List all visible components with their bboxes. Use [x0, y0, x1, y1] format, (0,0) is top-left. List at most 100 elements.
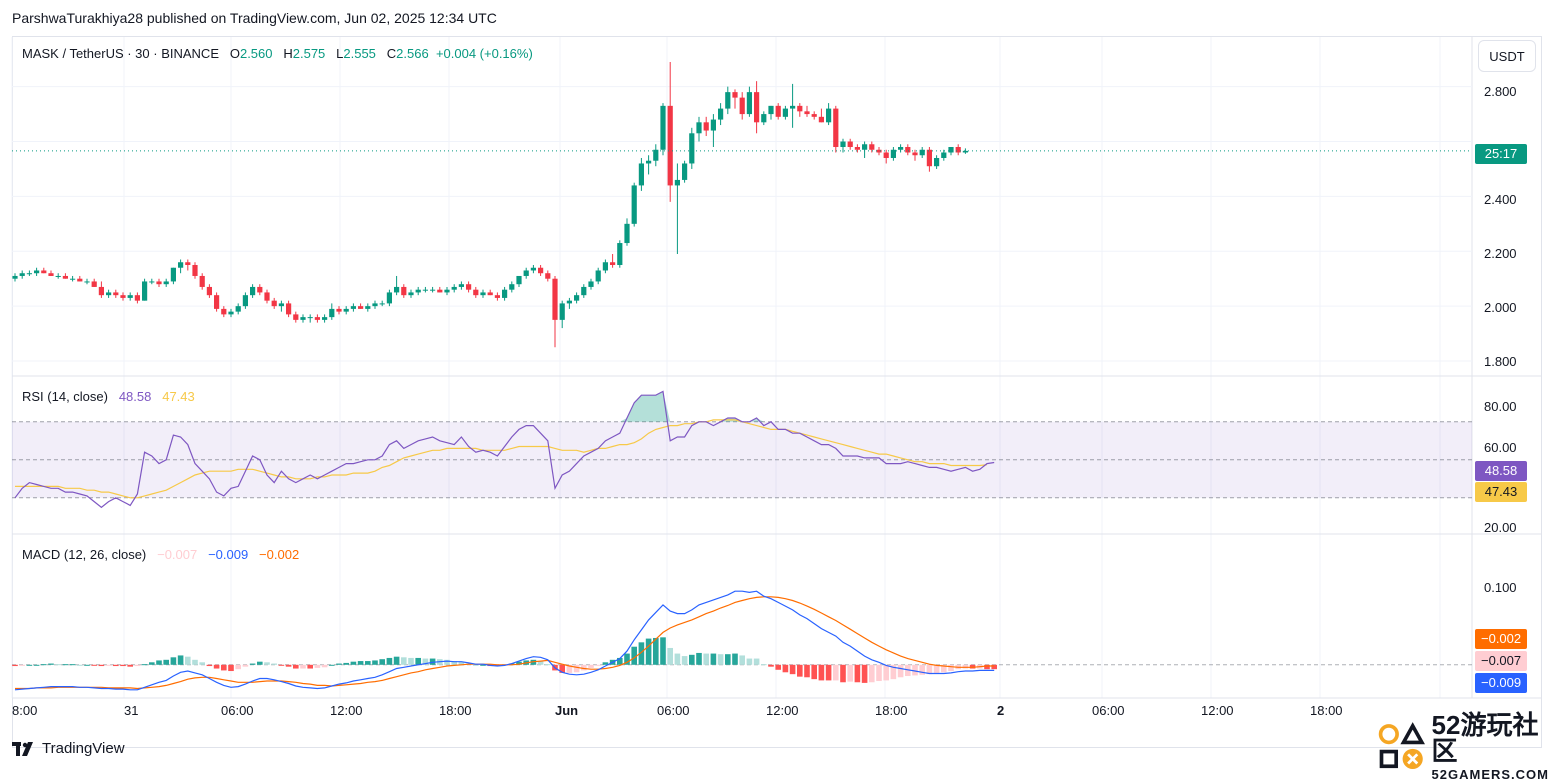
- candle-body: [768, 105, 774, 115]
- candle-body: [962, 150, 968, 153]
- macd-histogram-bar: [833, 664, 839, 681]
- candle-body: [156, 281, 162, 285]
- candle-body: [509, 284, 515, 290]
- candle-body: [242, 295, 248, 307]
- macd-histogram-bar: [890, 664, 897, 680]
- macd-histogram-bar: [19, 664, 25, 666]
- macd-histogram-bar: [681, 656, 688, 665]
- candle-body: [833, 108, 839, 148]
- time-tick: 2: [997, 703, 1005, 718]
- time-tick: Jun: [555, 703, 579, 718]
- candle-body: [545, 273, 551, 279]
- candle-body: [818, 116, 824, 123]
- time-tick: 18:00: [1310, 703, 1343, 718]
- macd-histogram-bar: [444, 659, 450, 665]
- candle-body: [883, 152, 889, 158]
- macd-line: [14, 590, 995, 691]
- high-label: H: [283, 46, 293, 61]
- macd-histogram-bar: [192, 659, 198, 665]
- symbol-label[interactable]: MASK / TetherUS · 30 · BINANCE: [22, 46, 219, 61]
- candle-body: [55, 275, 61, 277]
- candle-body: [674, 179, 680, 186]
- macd-histogram-bar: [573, 664, 580, 673]
- candle-body: [235, 306, 241, 312]
- candle-body: [358, 306, 364, 309]
- time-tick: 12:00: [766, 703, 799, 718]
- candle-body: [422, 289, 428, 291]
- candle-body: [552, 278, 558, 320]
- macd-histogram-bar: [422, 658, 429, 665]
- macd-histogram-bar: [948, 664, 954, 672]
- time-tick: 06:00: [221, 703, 254, 718]
- macd-histogram-bar: [761, 664, 767, 666]
- macd-histogram-bar: [213, 664, 220, 669]
- macd-histogram-bar: [285, 664, 292, 667]
- macd-histogram-bar: [782, 664, 789, 673]
- macd-histogram-bar: [300, 664, 306, 669]
- candle-body: [34, 270, 40, 274]
- time-tick: 18:00: [439, 703, 472, 718]
- candle-body: [746, 92, 752, 115]
- candle-body: [149, 281, 155, 283]
- macd-histogram-bar: [732, 653, 738, 665]
- macd-histogram-bar: [386, 657, 393, 665]
- macd-histogram-bar: [228, 664, 234, 672]
- low-value: 2.555: [343, 46, 376, 61]
- macd-histogram-bar: [69, 664, 76, 666]
- macd-histogram-bar: [163, 659, 169, 665]
- macd-histogram-bar: [689, 654, 695, 665]
- candle-body: [98, 286, 104, 296]
- candle-body: [214, 295, 220, 309]
- candle-body: [185, 262, 191, 265]
- macd-histogram-bar: [41, 664, 47, 666]
- macd-histogram-bar: [825, 664, 832, 681]
- macd-histogram-bar: [221, 664, 227, 671]
- macd-histogram-bar: [847, 664, 853, 682]
- macd-histogram-bar: [156, 660, 162, 665]
- macd-histogram-bar: [372, 660, 378, 665]
- close-label: C: [386, 46, 397, 61]
- candle-body: [530, 267, 536, 271]
- candle-body: [660, 105, 666, 150]
- macd-histogram-bar: [667, 647, 673, 665]
- macd-histogram-bar: [98, 664, 105, 667]
- candle-body: [365, 306, 371, 309]
- macd-histogram-bar: [257, 661, 263, 665]
- candle-body: [127, 295, 133, 298]
- candle-body: [77, 278, 83, 282]
- macd-histogram-bar: [631, 646, 637, 665]
- candle-body: [314, 317, 320, 320]
- close-value: 2.566: [396, 46, 429, 61]
- macd-hist-value: −0.007: [157, 547, 198, 562]
- currency-button[interactable]: USDT: [1478, 40, 1536, 72]
- candle-body: [840, 141, 846, 148]
- macd-histogram-bar: [789, 664, 796, 675]
- candle-body: [862, 144, 868, 150]
- macd-histogram-bar: [883, 664, 889, 681]
- macd-histogram-bar: [91, 664, 97, 666]
- macd-histogram-bar: [365, 661, 371, 665]
- rsi-title[interactable]: RSI (14, close): [22, 389, 108, 404]
- candle-body: [934, 157, 940, 167]
- macd-histogram-bar: [595, 664, 601, 666]
- macd-histogram-bar: [674, 653, 681, 665]
- macd-value: −0.009: [208, 547, 249, 562]
- candle-body: [113, 292, 119, 296]
- macd-histogram-bar: [753, 658, 760, 665]
- candle-body: [199, 275, 205, 287]
- time-tick: 12:00: [330, 703, 363, 718]
- macd-title[interactable]: MACD (12, 26, close): [22, 547, 147, 562]
- macd-histogram-bar: [905, 664, 911, 677]
- candle-body: [494, 295, 500, 298]
- price-tick: 1.800: [1484, 354, 1517, 369]
- countdown-badge: 25:17: [1475, 144, 1527, 164]
- macd-histogram-bar: [645, 638, 652, 665]
- macd-histogram-bar: [617, 657, 623, 665]
- rsi-tick: 20.00: [1484, 520, 1517, 535]
- macd-histogram-bar: [343, 662, 349, 665]
- macd-histogram-bar: [660, 637, 666, 665]
- macd-histogram-bar: [480, 664, 486, 666]
- tradingview-logo[interactable]: TradingView: [12, 740, 125, 757]
- macd-histogram-bar: [717, 654, 724, 665]
